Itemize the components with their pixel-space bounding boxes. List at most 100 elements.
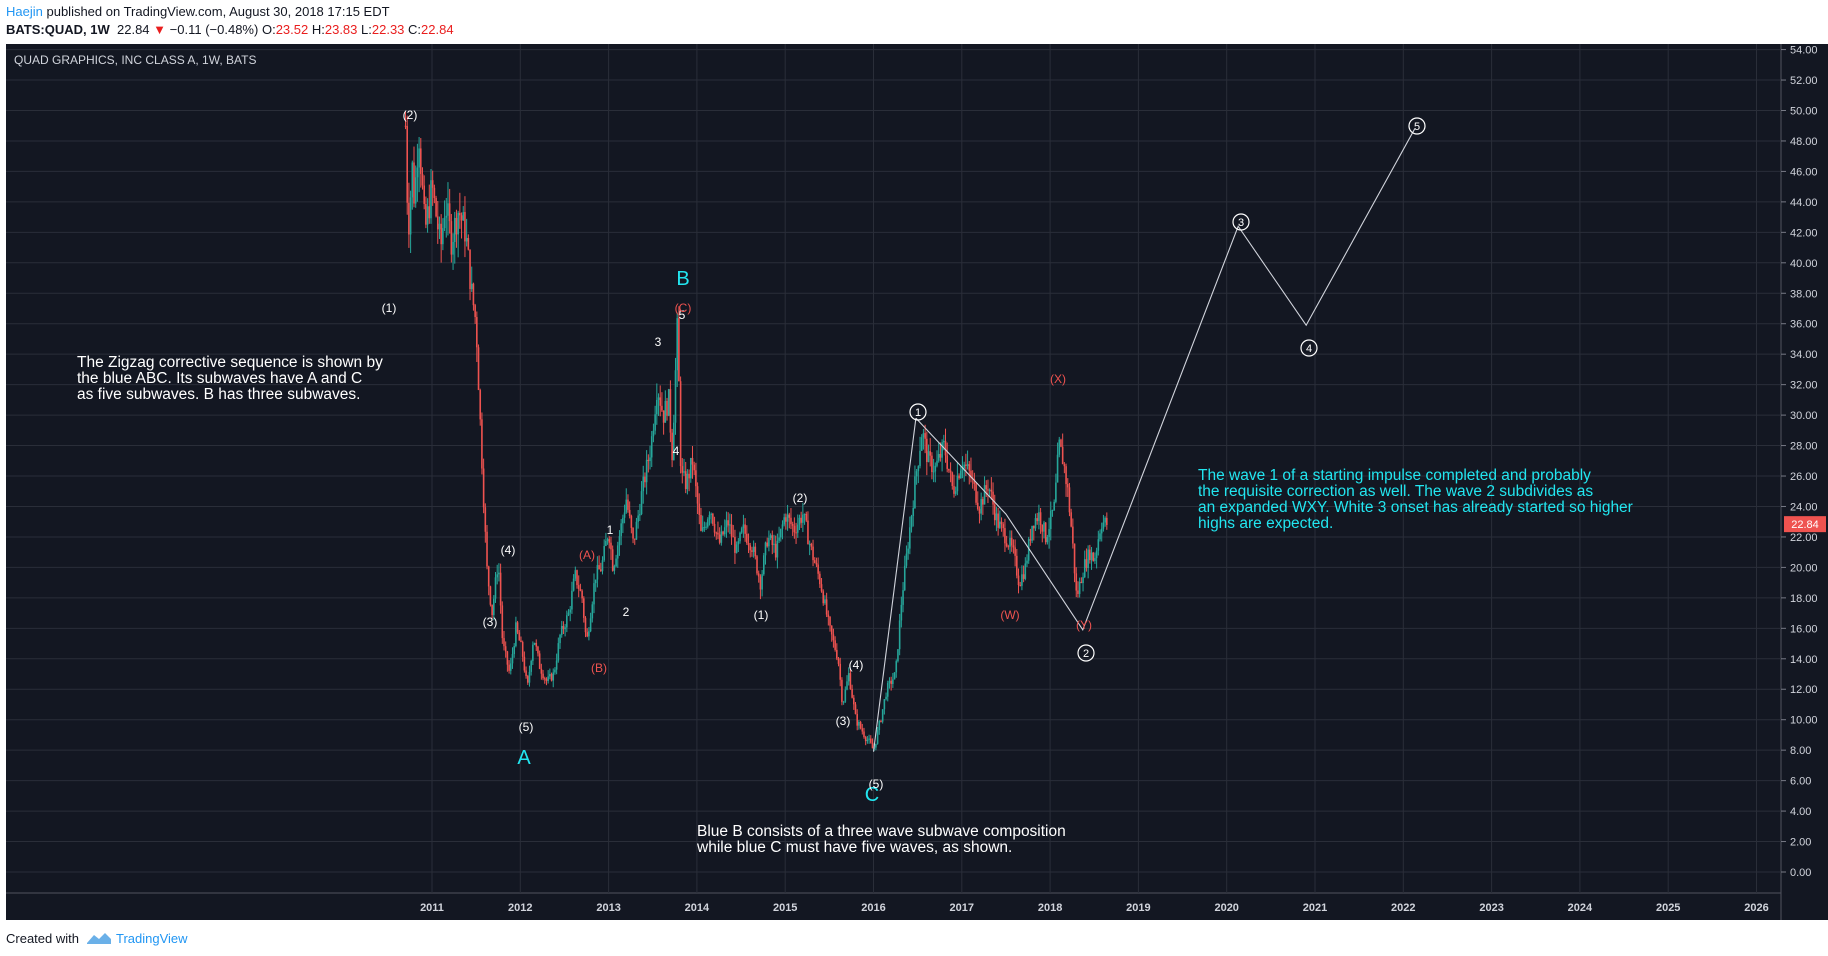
candle-body	[516, 622, 519, 633]
price-tick-label: 40.00	[1790, 258, 1818, 270]
candle-body	[1017, 575, 1020, 585]
candle-body	[939, 453, 942, 458]
candle-body	[844, 689, 847, 702]
candle-body	[706, 519, 709, 527]
candle-body	[523, 656, 526, 671]
candle-body	[785, 517, 787, 522]
candle-body	[487, 566, 490, 587]
candle-body	[725, 520, 728, 528]
price-chart[interactable]: 54.0052.0050.0048.0046.0044.0042.0040.00…	[0, 42, 1828, 922]
wave-label-b4: 4	[673, 444, 680, 458]
candle-body	[993, 504, 996, 521]
candle-body	[588, 631, 590, 637]
candle-body	[644, 476, 646, 483]
price-axis[interactable]: 54.00 52.00 50.00 48.00 46.00 44.00 42.00 40.00…	[1781, 45, 1818, 879]
candle-body	[1041, 524, 1044, 532]
candle-body	[436, 216, 439, 230]
wave-label-c4: (4)	[849, 658, 864, 672]
candle-body	[859, 722, 862, 729]
candle-body	[754, 546, 757, 557]
candle-body	[633, 538, 636, 540]
candle-body	[664, 400, 667, 423]
candle-body	[924, 433, 926, 439]
candle-body	[622, 517, 624, 524]
candle-body	[992, 491, 994, 505]
candle-body	[953, 486, 955, 494]
note-blue-b-line-1: Blue B consists of a three wave subwave …	[697, 823, 1066, 840]
candle-body	[1090, 552, 1093, 561]
candle-body	[1024, 563, 1027, 579]
candle-body	[1009, 537, 1011, 547]
chart-title: QUAD GRAPHICS, INC CLASS A, 1W, BATS	[14, 53, 257, 67]
candle-body	[876, 730, 879, 744]
candle-body	[496, 574, 499, 578]
candle-body	[560, 625, 563, 635]
high-value: 23.83	[324, 22, 358, 37]
note-wave1-line-1: The wave 1 of a starting impulse complet…	[1198, 467, 1591, 484]
candle-body	[742, 524, 745, 529]
candle-body	[681, 466, 684, 473]
candle-body	[890, 680, 892, 684]
circled-label-2-text: 2	[1083, 648, 1089, 660]
candle-body	[815, 562, 818, 565]
candle-body	[674, 370, 677, 423]
candle-body	[1073, 543, 1076, 574]
tradingview-logo-icon[interactable]	[86, 930, 112, 946]
wave-label-c1: (1)	[754, 608, 769, 622]
candle-body	[547, 676, 549, 681]
candle-body	[606, 539, 609, 541]
candle-body	[442, 228, 444, 245]
candle-body	[915, 471, 918, 477]
candle-body	[566, 615, 568, 628]
candle-body	[1022, 574, 1025, 579]
price-tick-label: 2.00	[1790, 837, 1811, 849]
candle-body	[763, 555, 765, 575]
candle-body	[584, 617, 587, 633]
candle-body	[645, 459, 648, 483]
chart-area[interactable]: 54.00 52.00 50.00 48.00 46.00 44.00 42.00 40.00…	[0, 42, 1828, 922]
price-tick-label: 48.00	[1790, 136, 1818, 148]
candle-body	[464, 212, 466, 242]
candle-body	[611, 549, 614, 571]
price-tick-label: 54.00	[1790, 45, 1818, 57]
time-tick-label: 2023	[1479, 902, 1503, 914]
candle-body	[800, 517, 802, 523]
candle-body	[450, 221, 453, 255]
candle-body	[813, 560, 816, 563]
candle-body	[494, 577, 497, 599]
candle-body	[408, 202, 410, 235]
candle-body	[639, 514, 641, 516]
candle-body	[698, 503, 701, 515]
candle-body	[586, 632, 589, 637]
candle-body	[1055, 482, 1057, 502]
candle-body	[1092, 552, 1095, 562]
candle-body	[732, 536, 735, 538]
candle-body	[416, 167, 419, 178]
price-tick-label: 32.00	[1790, 380, 1818, 392]
candle-body	[598, 565, 600, 570]
candle-body	[515, 622, 517, 647]
candle-body	[858, 722, 860, 726]
candle-body	[513, 646, 515, 655]
candle-body	[976, 502, 979, 509]
candle-body	[773, 543, 775, 545]
candle-body	[404, 125, 407, 127]
candle-body	[807, 520, 809, 545]
time-axis[interactable]: 2011 2012 2013 2014 2015 2016 2017 2018 2019 2020…	[420, 902, 1769, 914]
time-tick-label: 2015	[773, 902, 797, 914]
candle-body	[764, 542, 767, 556]
tradingview-link[interactable]: TradingView	[116, 931, 188, 946]
candle-body	[1026, 560, 1028, 564]
candle-body	[474, 305, 476, 318]
candle-body	[1061, 446, 1064, 465]
candle-body	[1102, 522, 1105, 529]
candle-body	[613, 566, 616, 571]
time-tick-label: 2011	[420, 902, 444, 914]
candle-body	[898, 620, 901, 650]
candle-body	[521, 641, 524, 657]
circled-label-3: 3	[1232, 213, 1250, 231]
author-link[interactable]: Haejin	[6, 4, 43, 19]
candle-body	[447, 203, 449, 216]
candle-body	[491, 604, 493, 616]
candle-body	[781, 524, 784, 529]
